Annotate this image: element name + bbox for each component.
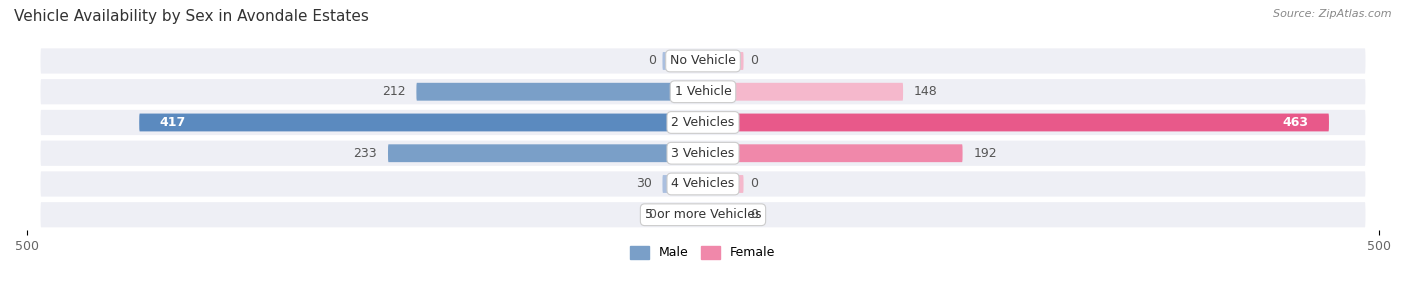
Text: 233: 233 xyxy=(353,147,377,160)
Text: 2 Vehicles: 2 Vehicles xyxy=(672,116,734,129)
Text: 0: 0 xyxy=(648,54,655,68)
Text: 1 Vehicle: 1 Vehicle xyxy=(675,85,731,98)
FancyBboxPatch shape xyxy=(41,110,1365,135)
FancyBboxPatch shape xyxy=(703,83,903,101)
FancyBboxPatch shape xyxy=(139,114,703,131)
FancyBboxPatch shape xyxy=(703,114,1329,131)
Text: 0: 0 xyxy=(751,54,758,68)
Legend: Male, Female: Male, Female xyxy=(626,241,780,264)
FancyBboxPatch shape xyxy=(41,171,1365,196)
Text: 148: 148 xyxy=(914,85,938,98)
Text: 4 Vehicles: 4 Vehicles xyxy=(672,177,734,191)
Text: 30: 30 xyxy=(636,177,651,191)
FancyBboxPatch shape xyxy=(416,83,703,101)
Text: 212: 212 xyxy=(382,85,405,98)
Text: 0: 0 xyxy=(648,208,655,221)
Text: Vehicle Availability by Sex in Avondale Estates: Vehicle Availability by Sex in Avondale … xyxy=(14,9,368,24)
FancyBboxPatch shape xyxy=(703,175,744,193)
FancyBboxPatch shape xyxy=(41,79,1365,104)
FancyBboxPatch shape xyxy=(41,202,1365,227)
FancyBboxPatch shape xyxy=(41,48,1365,73)
Text: 192: 192 xyxy=(973,147,997,160)
Text: Source: ZipAtlas.com: Source: ZipAtlas.com xyxy=(1274,9,1392,19)
FancyBboxPatch shape xyxy=(662,206,703,224)
FancyBboxPatch shape xyxy=(388,144,703,162)
Text: No Vehicle: No Vehicle xyxy=(671,54,735,68)
FancyBboxPatch shape xyxy=(703,52,744,70)
FancyBboxPatch shape xyxy=(41,141,1365,166)
Text: 0: 0 xyxy=(751,177,758,191)
Text: 463: 463 xyxy=(1282,116,1309,129)
FancyBboxPatch shape xyxy=(703,206,744,224)
FancyBboxPatch shape xyxy=(703,144,963,162)
Text: 5 or more Vehicles: 5 or more Vehicles xyxy=(645,208,761,221)
Text: 0: 0 xyxy=(751,208,758,221)
Text: 3 Vehicles: 3 Vehicles xyxy=(672,147,734,160)
FancyBboxPatch shape xyxy=(662,175,703,193)
FancyBboxPatch shape xyxy=(662,52,703,70)
Text: 417: 417 xyxy=(159,116,186,129)
